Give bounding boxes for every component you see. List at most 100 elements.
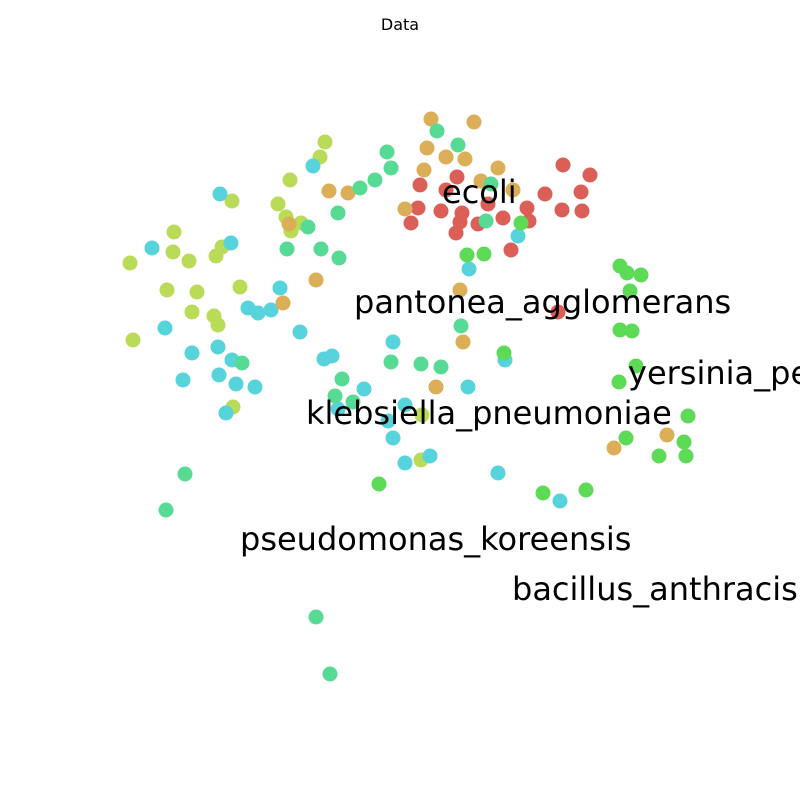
- data-point: [578, 482, 594, 498]
- chart-title: Data: [381, 15, 419, 34]
- cluster-labels-layer: bacillus_anthracis pseudomonas_koreensis k…: [240, 173, 800, 608]
- data-point: [510, 228, 526, 244]
- data-point: [513, 215, 529, 231]
- data-point: [480, 196, 496, 212]
- data-point: [305, 158, 321, 174]
- data-point: [300, 219, 316, 235]
- data-point: [412, 177, 428, 193]
- data-point: [181, 253, 197, 269]
- data-point: [184, 345, 200, 361]
- data-point: [459, 247, 475, 263]
- data-point: [263, 302, 279, 318]
- data-point: [460, 379, 476, 395]
- data-point: [612, 322, 628, 338]
- data-point: [582, 167, 598, 183]
- data-point: [330, 401, 346, 417]
- data-point: [282, 172, 298, 188]
- cluster-label: pseudomonas_koreensis: [240, 520, 631, 558]
- data-point: [519, 200, 535, 216]
- data-point: [483, 176, 499, 192]
- data-point: [158, 502, 174, 518]
- data-point: [228, 376, 244, 392]
- data-point: [628, 358, 644, 374]
- data-point: [324, 348, 340, 364]
- data-point: [224, 193, 240, 209]
- data-point: [452, 282, 468, 298]
- data-point: [606, 440, 622, 456]
- data-point: [419, 140, 435, 156]
- data-point: [495, 210, 511, 226]
- data-point: [574, 203, 590, 219]
- data-point: [651, 448, 667, 464]
- data-point: [322, 666, 338, 682]
- data-point: [177, 466, 193, 482]
- data-point: [385, 334, 401, 350]
- data-point: [624, 323, 640, 339]
- data-point: [380, 413, 396, 429]
- data-point: [247, 379, 263, 395]
- data-point: [397, 397, 413, 413]
- data-point: [383, 354, 399, 370]
- data-point: [223, 235, 239, 251]
- data-point: [422, 448, 438, 464]
- data-point: [175, 372, 191, 388]
- data-point: [433, 203, 449, 219]
- data-point: [423, 111, 439, 127]
- data-point: [184, 304, 200, 320]
- data-point: [503, 242, 519, 258]
- data-point: [211, 367, 227, 383]
- data-point: [308, 272, 324, 288]
- data-point: [334, 371, 350, 387]
- data-point: [457, 151, 473, 167]
- data-point: [125, 332, 141, 348]
- data-point: [555, 157, 571, 173]
- data-point: [340, 185, 356, 201]
- data-point: [554, 202, 570, 218]
- data-point: [618, 430, 634, 446]
- data-point: [345, 394, 361, 410]
- data-point: [383, 160, 399, 176]
- data-point: [321, 183, 337, 199]
- data-point: [379, 144, 395, 160]
- data-point: [461, 261, 477, 277]
- data-point: [478, 213, 494, 229]
- data-point: [165, 244, 181, 260]
- data-point: [210, 339, 226, 355]
- data-point: [144, 240, 160, 256]
- series-ecoli: [158, 123, 499, 682]
- data-point: [403, 215, 419, 231]
- data-point: [676, 434, 692, 450]
- data-point: [272, 280, 288, 296]
- data-point: [281, 216, 297, 232]
- data-point: [189, 284, 205, 300]
- data-point: [476, 246, 492, 262]
- data-point: [308, 609, 324, 625]
- data-point: [218, 405, 234, 421]
- data-point: [428, 379, 444, 395]
- data-point: [327, 388, 343, 404]
- data-point: [232, 279, 248, 295]
- data-point: [313, 241, 329, 257]
- series-klebsiella-pneumoniae: [144, 158, 568, 509]
- data-point: [356, 381, 372, 397]
- data-point: [535, 485, 551, 501]
- data-point: [250, 305, 266, 321]
- data-point: [453, 318, 469, 334]
- cluster-label: pantonea_agglomerans: [354, 283, 731, 321]
- cluster-label: bacillus_anthracis: [512, 570, 798, 608]
- series-bacillus-anthracis: [403, 157, 598, 320]
- data-point: [166, 224, 182, 240]
- data-point: [279, 241, 295, 257]
- data-point: [455, 334, 471, 350]
- data-point: [416, 162, 432, 178]
- data-point: [505, 182, 521, 198]
- data-point: [367, 172, 383, 188]
- data-point: [317, 134, 333, 150]
- data-point: [449, 169, 465, 185]
- data-point: [397, 201, 413, 217]
- cluster-label: klebsiella_pneumoniae: [306, 394, 672, 432]
- data-point: [397, 455, 413, 471]
- data-point: [122, 255, 138, 271]
- data-point: [352, 180, 368, 196]
